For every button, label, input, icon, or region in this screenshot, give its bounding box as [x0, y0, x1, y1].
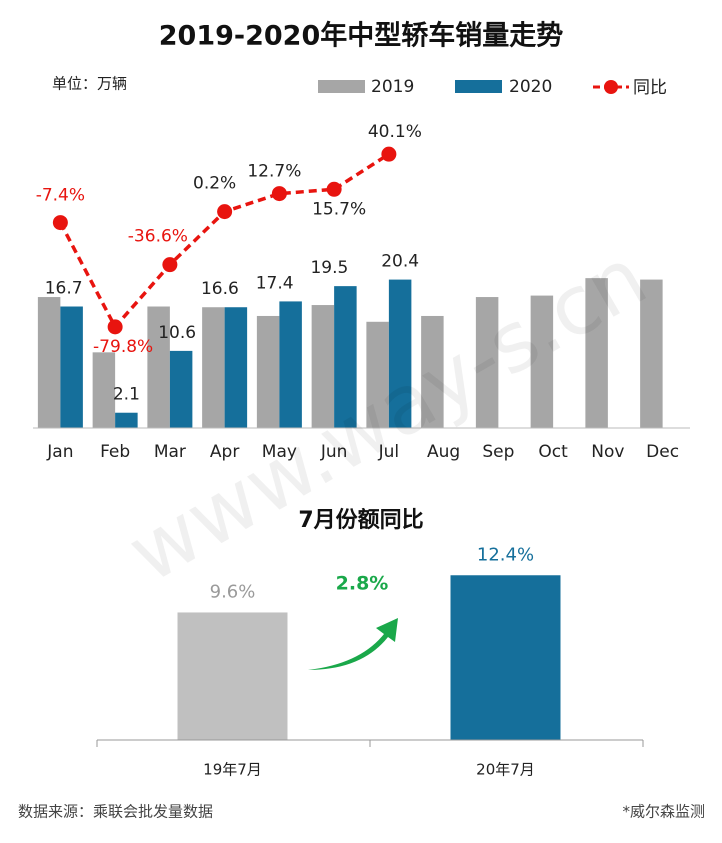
legend-swatch: [455, 80, 502, 93]
data-label: 16.6: [201, 279, 239, 299]
x-tick-label: Sep: [482, 442, 514, 462]
data-label: -79.8%: [93, 337, 153, 357]
bar: [279, 301, 302, 428]
data-label: 20.4: [381, 252, 419, 272]
bar: [640, 279, 663, 428]
data-label: 12.7%: [247, 162, 301, 182]
data-label: 9.6%: [210, 581, 256, 602]
x-tick-label: 19年7月: [203, 761, 262, 779]
legend-swatch: [318, 80, 365, 93]
data-label: 16.7: [45, 279, 83, 299]
data-label: 19.5: [310, 258, 348, 278]
data-label: 15.7%: [312, 199, 366, 219]
marker: [381, 146, 397, 162]
legend-label: 2019: [371, 77, 414, 97]
data-label: 2.1: [113, 385, 140, 405]
x-tick-label: Mar: [154, 442, 186, 462]
bar: [585, 278, 608, 428]
x-tick-label: Jun: [320, 442, 348, 462]
arrow: [308, 618, 398, 670]
bar: [177, 612, 288, 740]
bar: [366, 321, 389, 428]
data-label: 10.6: [158, 323, 196, 343]
bar: [530, 295, 554, 428]
data-label: 0.2%: [193, 174, 236, 194]
marker: [217, 204, 233, 220]
x-tick-label: 20年7月: [476, 761, 535, 779]
x-tick-label: Dec: [646, 442, 679, 462]
x-tick-label: Apr: [210, 442, 239, 462]
data-label: 17.4: [256, 273, 294, 293]
bar: [37, 297, 61, 428]
unit-label: 单位：万辆: [52, 75, 127, 93]
x-tick-label: Feb: [100, 442, 130, 462]
legend-label: 2020: [509, 77, 552, 97]
bar: [256, 315, 280, 428]
marker: [271, 186, 287, 202]
marker: [52, 215, 68, 231]
data-label: 40.1%: [368, 122, 422, 142]
source: 数据来源：乘联会批发量数据: [18, 803, 213, 821]
legend-marker: [604, 80, 618, 94]
bar: [92, 352, 116, 428]
annotation: 2.8%: [336, 573, 389, 595]
bar: [202, 307, 225, 428]
bar: [224, 307, 248, 428]
data-label: 12.4%: [477, 544, 534, 565]
bar: [115, 412, 138, 428]
x-tick-label: Nov: [591, 442, 624, 462]
x-tick-label: Oct: [538, 442, 568, 462]
data-label: -36.6%: [128, 227, 188, 247]
bar: [421, 315, 444, 428]
chart-title: 2019-2020年中型轿车销量走势: [159, 20, 564, 52]
marker: [162, 257, 178, 273]
bar: [388, 279, 412, 428]
x-tick-label: Aug: [427, 442, 460, 462]
x-tick-label: May: [262, 442, 297, 462]
x-tick-label: Jan: [46, 442, 73, 462]
data-label: -7.4%: [36, 186, 85, 206]
marker: [326, 181, 342, 197]
bar: [475, 297, 499, 428]
note: *威尔森监测: [622, 803, 705, 821]
chart-title: 7月份额同比: [298, 508, 423, 533]
legend-label: 同比: [633, 78, 667, 98]
bar: [147, 306, 170, 428]
bar: [334, 286, 357, 428]
bar: [450, 575, 561, 740]
bar: [60, 306, 83, 428]
marker: [107, 319, 123, 335]
bar: [311, 305, 335, 428]
x-tick-label: Jul: [378, 442, 400, 462]
bar: [169, 350, 193, 428]
